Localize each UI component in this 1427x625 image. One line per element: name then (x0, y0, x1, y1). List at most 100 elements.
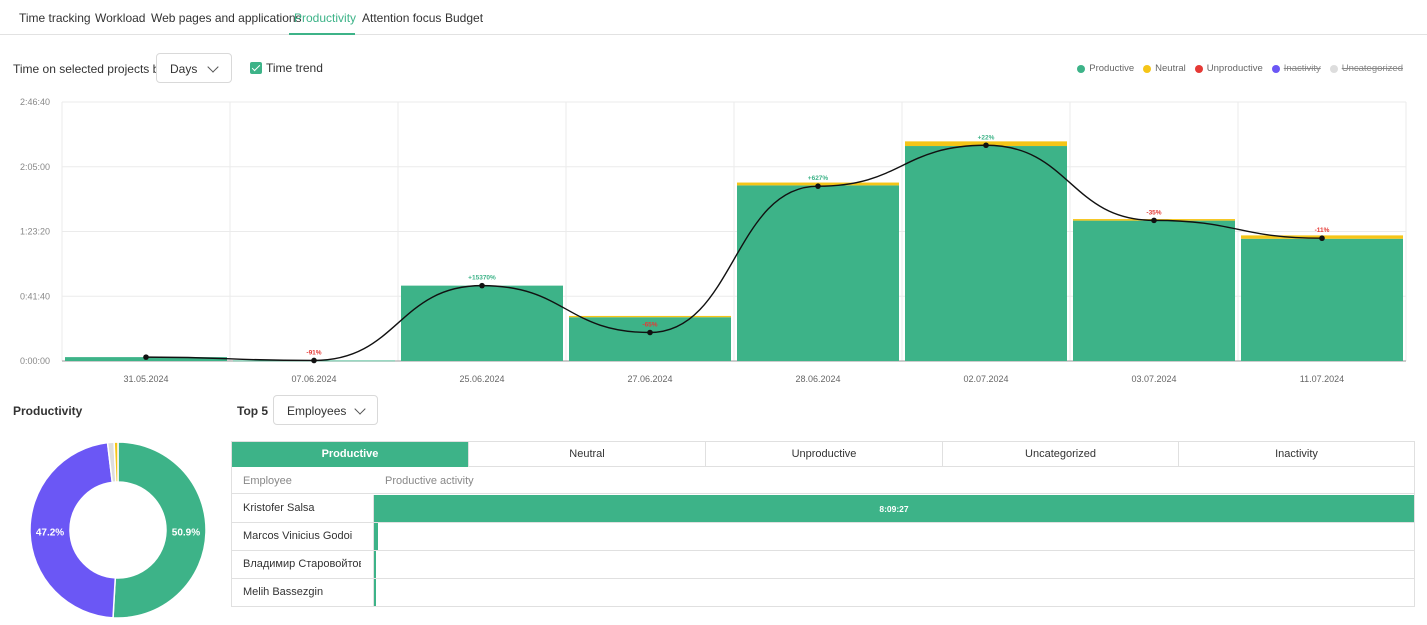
trend-point[interactable] (479, 282, 485, 289)
employee-name: Marcos Vinicius Godoi (243, 530, 353, 542)
y-tick-label: 2:05:00 (20, 162, 50, 172)
legend-label: Unproductive (1206, 63, 1263, 74)
top5-select-value: Employees (287, 404, 347, 418)
productivity-donut-chart: 50.9% 47.2% (29, 441, 207, 619)
employee-name: Владимир Старовойтов (243, 558, 361, 570)
group-by-label: Time on selected projects by (13, 62, 166, 76)
employee-name: Melih Bassezgin (243, 586, 324, 598)
legend-label: Inactivity (1283, 63, 1321, 74)
tab-productive[interactable]: Productive (232, 442, 469, 467)
bar-neutral[interactable] (569, 315, 731, 318)
bar-productive[interactable] (401, 285, 563, 361)
trend-point[interactable] (647, 329, 653, 336)
top5-category-tabs: Productive Neutral Unproductive Uncatego… (232, 442, 1414, 467)
legend-label: Neutral (1155, 63, 1186, 74)
x-tick-label: 07.06.2024 (291, 374, 336, 384)
productive-activity-bar[interactable]: 8:09:27 (374, 495, 1414, 522)
table-row[interactable]: Kristofer Salsa 8:09:27 (232, 495, 1414, 523)
trend-point[interactable] (1319, 235, 1325, 242)
tab-time-tracking[interactable]: Time tracking (19, 11, 91, 25)
trend-change-label: +15370% (468, 275, 496, 282)
y-tick-label: 2:46:40 (20, 97, 50, 107)
column-divider (373, 523, 374, 551)
top5-table: Productive Neutral Unproductive Uncatego… (231, 441, 1415, 607)
tab-inactivity[interactable]: Inactivity (1275, 448, 1318, 460)
y-tick-label: 0:41:40 (20, 291, 50, 301)
donut-slice-label: 50.9% (172, 527, 200, 538)
x-tick-label: 25.06.2024 (459, 374, 504, 384)
table-header: Employee Productive activity (232, 468, 1414, 494)
productivity-title: Productivity (13, 404, 83, 418)
tab-neutral[interactable]: Neutral (469, 442, 706, 467)
donut-slice-neutral[interactable] (113, 441, 119, 483)
legend-dot-icon (1194, 64, 1203, 73)
table-row[interactable]: Владимир Старовойтов (232, 551, 1414, 579)
legend-dot-icon (1143, 64, 1152, 73)
chevron-down-icon (207, 61, 219, 73)
legend-dot-icon (1077, 64, 1086, 73)
column-divider (373, 579, 374, 607)
x-tick-label: 28.06.2024 (795, 374, 840, 384)
group-by-select[interactable]: Days (156, 53, 232, 83)
active-tab-indicator (289, 33, 355, 35)
chevron-down-icon (354, 403, 366, 415)
trend-change-label: -91% (306, 349, 321, 356)
legend-dot-icon (1329, 64, 1338, 73)
trend-point[interactable] (815, 183, 821, 189)
donut-slice-inactivity[interactable] (29, 441, 117, 619)
x-tick-label: 11.07.2024 (1300, 374, 1344, 384)
legend-dot-icon (1271, 64, 1280, 73)
top5-select[interactable]: Employees (273, 395, 378, 425)
table-row[interactable]: Marcos Vinicius Godoi (232, 523, 1414, 551)
y-tick-label: 0:00:00 (20, 356, 50, 366)
tab-workload[interactable]: Workload (95, 11, 146, 25)
bar-productive[interactable] (1073, 220, 1235, 361)
trend-line (145, 144, 1323, 362)
column-divider (373, 551, 374, 579)
top5-label: Top 5 (237, 404, 269, 418)
bar-productive[interactable] (569, 317, 731, 361)
activity-column-header: Productive activity (385, 475, 474, 487)
legend-uncategorized[interactable]: Uncategorized (1329, 63, 1403, 74)
trend-point[interactable] (311, 357, 317, 364)
tab-uncategorized[interactable]: Uncategorized (943, 442, 1179, 467)
time-trend-label: Time trend (266, 61, 323, 75)
bar-productive[interactable] (1241, 238, 1403, 361)
trend-change-label: +22% (978, 134, 995, 141)
tab-productivity[interactable]: Productivity (294, 11, 357, 25)
trend-change-label: -65% (642, 322, 657, 329)
tab-budget[interactable]: Budget (445, 11, 484, 25)
tab-web-pages-and-applications[interactable]: Web pages and applications (151, 11, 302, 25)
legend-unproductive[interactable]: Unproductive (1194, 63, 1263, 74)
trend-change-label: -35% (1146, 209, 1161, 216)
report-tabs: Time tracking Workload Web pages and app… (0, 0, 1427, 35)
legend-label: Uncategorized (1341, 63, 1403, 74)
legend-productive[interactable]: Productive (1077, 63, 1134, 74)
productivity-bar-chart: 0:00:00 0:41:40 1:23:20 2:05:00 2:46:40 31.05… (20, 97, 1407, 384)
trend-point[interactable] (983, 142, 989, 149)
tab-attention-focus[interactable]: Attention focus (362, 11, 442, 25)
bar-productive[interactable] (737, 185, 899, 361)
tab-unproductive[interactable]: Unproductive (706, 442, 943, 467)
column-divider (373, 495, 374, 523)
x-tick-label: 02.07.2024 (963, 374, 1008, 384)
donut-slice-productive[interactable] (112, 441, 207, 619)
productive-activity-bar[interactable] (374, 579, 376, 606)
x-tick-label: 03.07.2024 (1131, 374, 1176, 384)
table-row[interactable]: Melih Bassezgin (232, 579, 1414, 607)
group-by-value: Days (170, 62, 198, 76)
legend-neutral[interactable]: Neutral (1143, 63, 1186, 74)
employee-name: Kristofer Salsa (243, 502, 315, 514)
x-tick-label: 27.06.2024 (627, 374, 672, 384)
productive-activity-bar[interactable] (374, 551, 376, 578)
time-trend-checkbox[interactable] (250, 62, 262, 74)
legend-inactivity[interactable]: Inactivity (1271, 63, 1321, 74)
productive-activity-bar[interactable] (374, 523, 379, 550)
trend-change-label: +627% (808, 175, 829, 182)
bar-productive[interactable] (905, 146, 1067, 361)
employee-column-header: Employee (243, 475, 292, 487)
legend-label: Productive (1089, 63, 1135, 74)
trend-point[interactable] (143, 354, 149, 360)
x-tick-label: 31.05.2024 (123, 374, 168, 384)
trend-point[interactable] (1151, 217, 1157, 224)
